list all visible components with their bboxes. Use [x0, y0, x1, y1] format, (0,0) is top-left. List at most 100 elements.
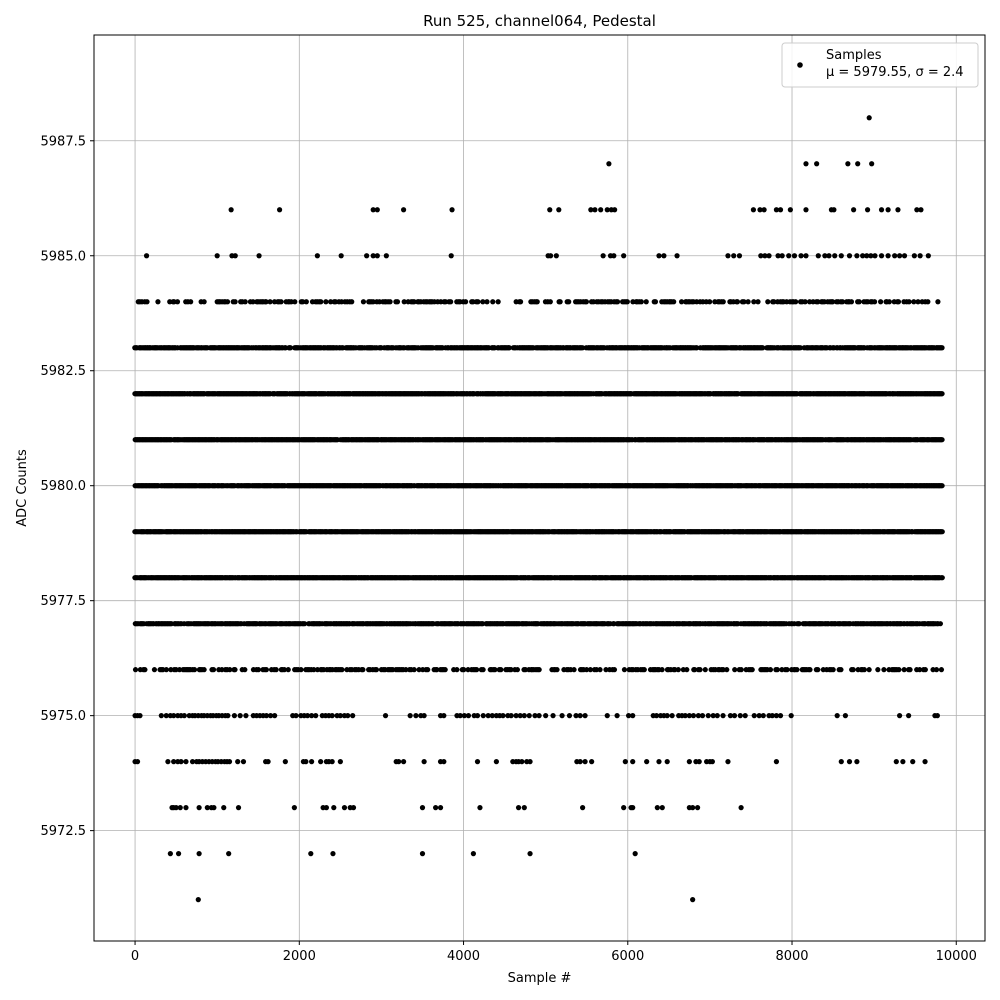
data-point — [682, 713, 688, 719]
data-point — [661, 253, 667, 259]
data-point — [403, 667, 409, 673]
data-point — [227, 667, 233, 673]
data-point — [396, 759, 402, 765]
data-point — [374, 207, 380, 213]
data-point — [195, 897, 201, 903]
data-point — [421, 759, 427, 765]
data-point — [151, 667, 158, 673]
data-point — [338, 253, 344, 259]
data-point — [696, 759, 702, 765]
data-point — [232, 253, 238, 259]
data-point — [263, 667, 270, 673]
data-point — [604, 207, 610, 213]
data-point — [419, 851, 426, 857]
data-point — [132, 667, 139, 673]
data-point — [644, 759, 650, 765]
data-point — [407, 713, 413, 719]
data-point — [710, 713, 716, 719]
data-point — [939, 529, 945, 535]
data-point — [554, 667, 560, 673]
data-point — [374, 253, 380, 259]
data-point — [742, 713, 748, 719]
data-point — [653, 713, 660, 719]
data-point — [632, 851, 638, 857]
data-point — [240, 759, 247, 765]
data-point — [556, 207, 562, 213]
data-point — [519, 759, 525, 765]
data-point — [868, 253, 874, 259]
data-point — [864, 207, 871, 213]
data-point — [922, 759, 928, 765]
data-point — [855, 161, 861, 167]
data-point — [442, 667, 448, 673]
data-point — [830, 667, 836, 673]
data-point — [854, 253, 860, 259]
data-point — [493, 759, 499, 765]
data-point — [767, 667, 774, 673]
data-point — [536, 667, 542, 673]
data-point — [791, 253, 798, 259]
data-point — [566, 713, 573, 719]
data-point — [350, 805, 357, 811]
data-point — [265, 759, 271, 765]
data-point — [854, 759, 860, 765]
data-point — [448, 253, 454, 259]
data-point — [329, 759, 335, 765]
data-point — [724, 667, 730, 673]
data-point — [521, 805, 527, 811]
data-point — [303, 759, 309, 765]
data-point — [461, 667, 467, 673]
data-point — [786, 253, 792, 259]
data-point — [474, 713, 481, 719]
data-point — [807, 667, 813, 673]
data-point — [235, 759, 241, 765]
data-point — [737, 713, 743, 719]
data-point — [761, 207, 767, 213]
data-point — [177, 805, 183, 811]
data-point — [498, 667, 504, 673]
data-point — [838, 253, 844, 259]
data-point — [725, 759, 731, 765]
data-point — [400, 207, 407, 213]
data-point — [749, 667, 755, 673]
data-point — [470, 851, 476, 857]
data-point — [337, 713, 343, 719]
data-point — [798, 253, 804, 259]
data-point — [621, 253, 627, 259]
data-point — [318, 759, 324, 765]
data-point — [621, 667, 628, 673]
data-point — [787, 207, 793, 213]
data-point — [465, 713, 472, 719]
data-point — [731, 253, 737, 259]
data-point — [360, 667, 366, 673]
data-point — [910, 759, 916, 765]
data-point — [513, 713, 519, 719]
data-point — [167, 851, 173, 857]
data-point — [228, 207, 234, 213]
data-point — [773, 207, 780, 213]
data-point — [695, 713, 702, 719]
data-point — [705, 713, 711, 719]
data-point — [831, 207, 837, 213]
data-point — [838, 667, 844, 673]
data-point — [508, 713, 514, 719]
data-point — [669, 713, 675, 719]
data-point — [383, 253, 389, 259]
data-point — [604, 713, 610, 719]
data-point — [449, 207, 455, 213]
data-point — [720, 667, 726, 673]
data-point — [364, 253, 370, 259]
data-point — [756, 713, 762, 719]
data-point — [514, 667, 521, 673]
data-point — [500, 713, 506, 719]
data-point — [907, 667, 913, 673]
data-point — [589, 759, 595, 765]
data-point — [725, 253, 731, 259]
data-point — [577, 713, 583, 719]
data-point — [751, 713, 757, 719]
data-point — [826, 253, 832, 259]
data-point — [727, 713, 734, 719]
data-point — [226, 851, 232, 857]
data-point — [664, 759, 670, 765]
